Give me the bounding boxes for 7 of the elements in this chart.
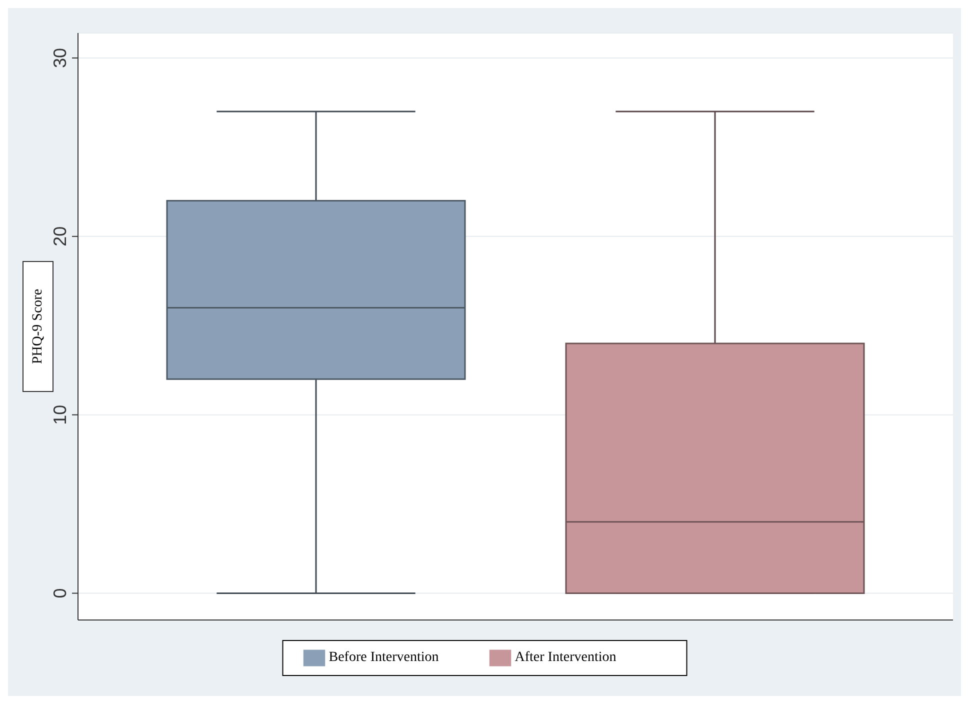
y-tick-label: 20	[50, 226, 70, 246]
legend-label: After Intervention	[514, 650, 616, 666]
legend-label: Before Intervention	[328, 650, 439, 666]
y-tick-label: 10	[50, 404, 70, 425]
y-tick-label: 30	[50, 48, 70, 68]
y-tick-label: 0	[50, 588, 70, 598]
y-axis-title: PHQ-9 Score	[30, 288, 46, 364]
